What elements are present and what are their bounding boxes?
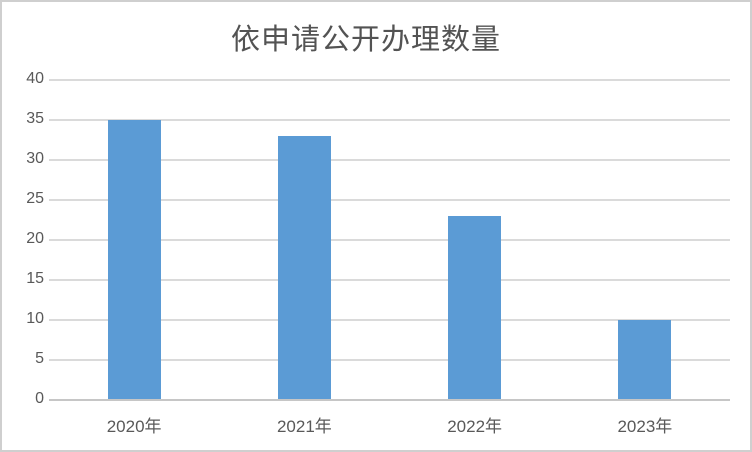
gridline-40 xyxy=(49,79,730,81)
y-axis-tick-label-35: 35 xyxy=(26,110,44,127)
gridline-10 xyxy=(49,319,730,321)
x-axis-label-2020年: 2020年 xyxy=(106,417,162,436)
x-axis-label-2023年: 2023年 xyxy=(617,417,673,436)
x-axis-label-2021年: 2021年 xyxy=(276,417,332,436)
gridline-30 xyxy=(49,159,730,161)
x-axis-label-2022年: 2022年 xyxy=(447,417,503,436)
y-axis-tick-label-20: 20 xyxy=(26,230,44,247)
gridline-25 xyxy=(49,199,730,201)
x-axis-line xyxy=(49,399,730,401)
y-axis-tick-label-10: 10 xyxy=(26,310,44,327)
y-axis-tick-label-15: 15 xyxy=(26,270,44,287)
gridline-20 xyxy=(49,239,730,241)
y-axis-tick-label-25: 25 xyxy=(26,190,44,207)
gridline-5 xyxy=(49,359,730,361)
y-axis-tick-label-40: 40 xyxy=(26,70,44,87)
y-axis-tick-label-30: 30 xyxy=(26,150,44,167)
gridline-15 xyxy=(49,279,730,281)
y-axis-tick-label-0: 0 xyxy=(35,390,44,407)
gridline-35 xyxy=(49,119,730,121)
bar-2020年 xyxy=(107,120,161,400)
y-axis-tick-label-5: 5 xyxy=(35,350,44,367)
chart-title: 依申请公开办理数量 xyxy=(230,24,501,56)
bar-2023年 xyxy=(618,320,672,400)
bar-2021年 xyxy=(277,136,331,400)
bar-2022年 xyxy=(448,216,502,400)
